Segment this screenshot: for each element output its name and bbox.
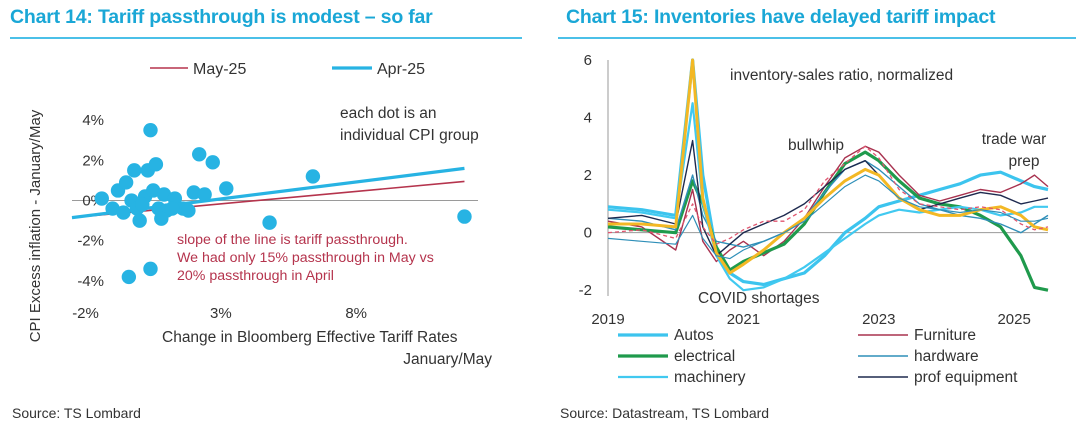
x-tick-label: 3% [210,305,232,322]
scatter-point [132,213,147,228]
scatter-point [94,191,109,206]
y-tick-label: 0 [584,225,592,242]
series-line-furniture [607,145,1049,263]
annotation-ratio: inventory-sales ratio, normalized [730,67,953,84]
x-tick-label: 2021 [727,311,760,328]
y-tick-label: 2% [82,152,104,169]
scatter-point [197,187,212,202]
series-line-prof-equipment [607,139,1049,257]
annotation-dots: individual CPI group [340,127,479,144]
x-axis-label-line2: January/May [403,351,492,368]
scatter-point [143,122,158,138]
annotation-dots: each dot is an [340,105,437,122]
legend-label-electrical: electrical [674,348,735,365]
x-tick-label: -2% [72,305,99,322]
y-tick-label: -2 [579,282,592,299]
chart14-panel: Chart 14: Tariff passthrough is modest –… [0,0,530,432]
scatter-point [192,147,207,162]
y-tick-label: 6 [584,52,592,69]
y-tick-label: 4% [82,112,104,129]
x-tick-label: 2025 [997,311,1030,328]
chart14-source: Source: TS Lombard [12,405,141,421]
legend-label-autos: Autos [674,327,714,344]
chart15-panel: Chart 15: Inventories have delayed tarif… [548,0,1080,432]
chart15-source: Source: Datastream, TS Lombard [560,405,770,421]
annotation-trade-war: prep [1008,153,1039,170]
series-line-electrical [607,150,1049,292]
y-axis-label: CPI Excess inflation - January/May [27,109,44,342]
legend-label-prof-equipment: prof equipment [914,369,1018,386]
y-tick-label: 4 [584,110,592,127]
scatter-point [135,197,150,212]
y-tick-label: 2 [584,167,592,184]
series-line-unlabeled [608,58,1049,275]
x-tick-label: 2023 [862,311,895,328]
series-line-unlabeled [607,174,1049,260]
x-tick-label: 8% [345,305,367,322]
chart15-plot: -2 0 2 4 6 2019 2021 2023 2025 inventory-sales ra… [579,52,1049,386]
y-tick-label: -4% [77,273,104,290]
series-line-unlabeled [607,145,1049,245]
scatter-point [181,203,196,218]
scatter-point [116,205,131,220]
x-tick-label: 2019 [591,311,624,328]
scatter-point [154,211,169,226]
legend-may-label: May-25 [193,61,246,78]
legend-label-machinery: machinery [674,369,746,386]
scatter-point [121,269,137,285]
x-axis-label: Change in Bloomberg Effective Tariff Rat… [162,329,458,346]
scatter-point [127,163,142,178]
scatter-point [156,187,172,202]
scatter-point [219,181,234,196]
legend-apr-label: Apr-25 [377,61,425,78]
chart15-title-rule [558,37,1076,39]
scatter-point [457,209,472,224]
scatter-point [164,201,180,216]
chart14-plot: -4%-2%0%2%4%-2% 3% 8%Change in Bloomberg E… [27,61,492,368]
chart14-title: Chart 14: Tariff passthrough is modest –… [10,6,433,28]
scatter-point [186,185,201,200]
annotation-slope: 20% passthrough in April [177,268,334,284]
annotation-slope: slope of the line is tariff passthrough. [177,232,408,248]
annotation-trade-war: trade war [982,131,1047,148]
scatter-point [205,155,220,170]
scatter-point [143,261,158,277]
annotation-bullwhip: bullwhip [788,137,844,154]
annotation-slope: We had only 15% passthrough in May vs [177,250,434,266]
chart15-title: Chart 15: Inventories have delayed tarif… [566,6,996,28]
legend-label-hardware: hardware [914,348,979,365]
scatter-point [262,215,277,230]
y-tick-label: -2% [77,233,104,250]
chart14-title-rule [10,37,522,39]
scatter-point [148,157,164,172]
legend-label-furniture: Furniture [914,327,976,344]
scatter-point [105,201,120,216]
scatter-point [118,175,134,190]
scatter-point [305,169,321,184]
scatter-point [146,183,161,198]
annotation-covid: COVID shortages [698,290,820,307]
